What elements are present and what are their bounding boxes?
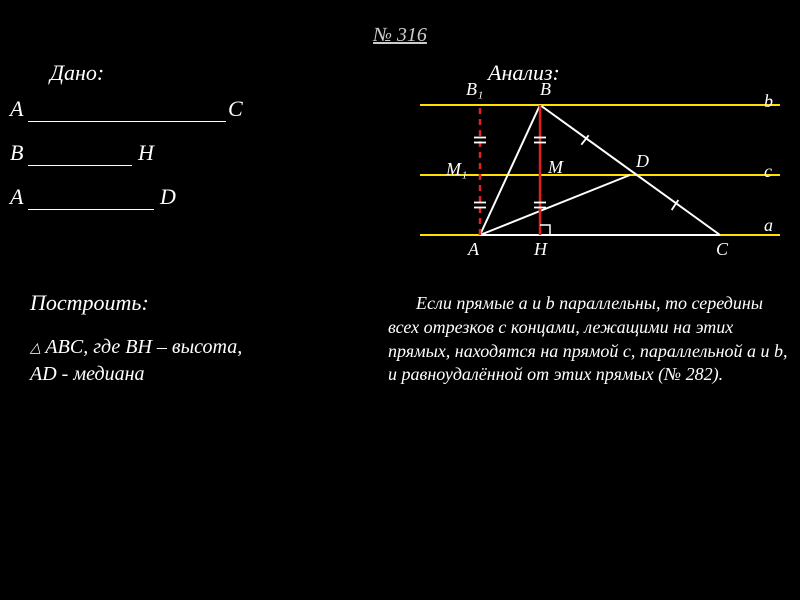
given-left-label: A xyxy=(10,184,23,210)
given-left-label: B xyxy=(10,140,23,166)
given-right-label: H xyxy=(138,140,154,166)
diagram-point-label: c xyxy=(764,161,772,182)
given-underline xyxy=(28,121,226,122)
given-block: Дано: ACBHAD xyxy=(10,60,270,218)
given-right-label: C xyxy=(228,96,243,122)
given-right-label: D xyxy=(160,184,176,210)
problem-number-link[interactable]: № 316 xyxy=(373,24,427,46)
geometry-diagram: AHCBB₁MM₁Dbca xyxy=(420,85,790,270)
diagram-point-label: M₁ xyxy=(446,159,467,180)
header: № 316 xyxy=(0,24,800,47)
diagram-point-label: B₁ xyxy=(466,79,483,100)
diagram-point-label: a xyxy=(764,215,773,236)
given-underline xyxy=(28,209,154,210)
build-text: △ ABC, где BH – высота,AD - медиана xyxy=(30,334,330,388)
diagram-point-label: D xyxy=(636,151,649,172)
diagram-point-label: b xyxy=(764,91,773,112)
given-underline xyxy=(28,165,132,166)
diagram-point-label: C xyxy=(716,239,728,260)
build-block: Построить: △ ABC, где BH – высота,AD - м… xyxy=(30,290,330,388)
given-title: Дано: xyxy=(50,60,270,86)
given-row: AD xyxy=(10,184,270,218)
build-title: Построить: xyxy=(30,290,330,316)
theorem-text: Если прямые a и b параллельны, то середи… xyxy=(388,292,788,387)
given-left-label: A xyxy=(10,96,23,122)
diagram-point-label: M xyxy=(548,157,563,178)
diagram-point-label: A xyxy=(468,239,479,260)
diagram-point-label: H xyxy=(534,239,547,260)
diagram-point-label: B xyxy=(540,79,551,100)
given-row: BH xyxy=(10,140,270,174)
given-row: AC xyxy=(10,96,270,130)
